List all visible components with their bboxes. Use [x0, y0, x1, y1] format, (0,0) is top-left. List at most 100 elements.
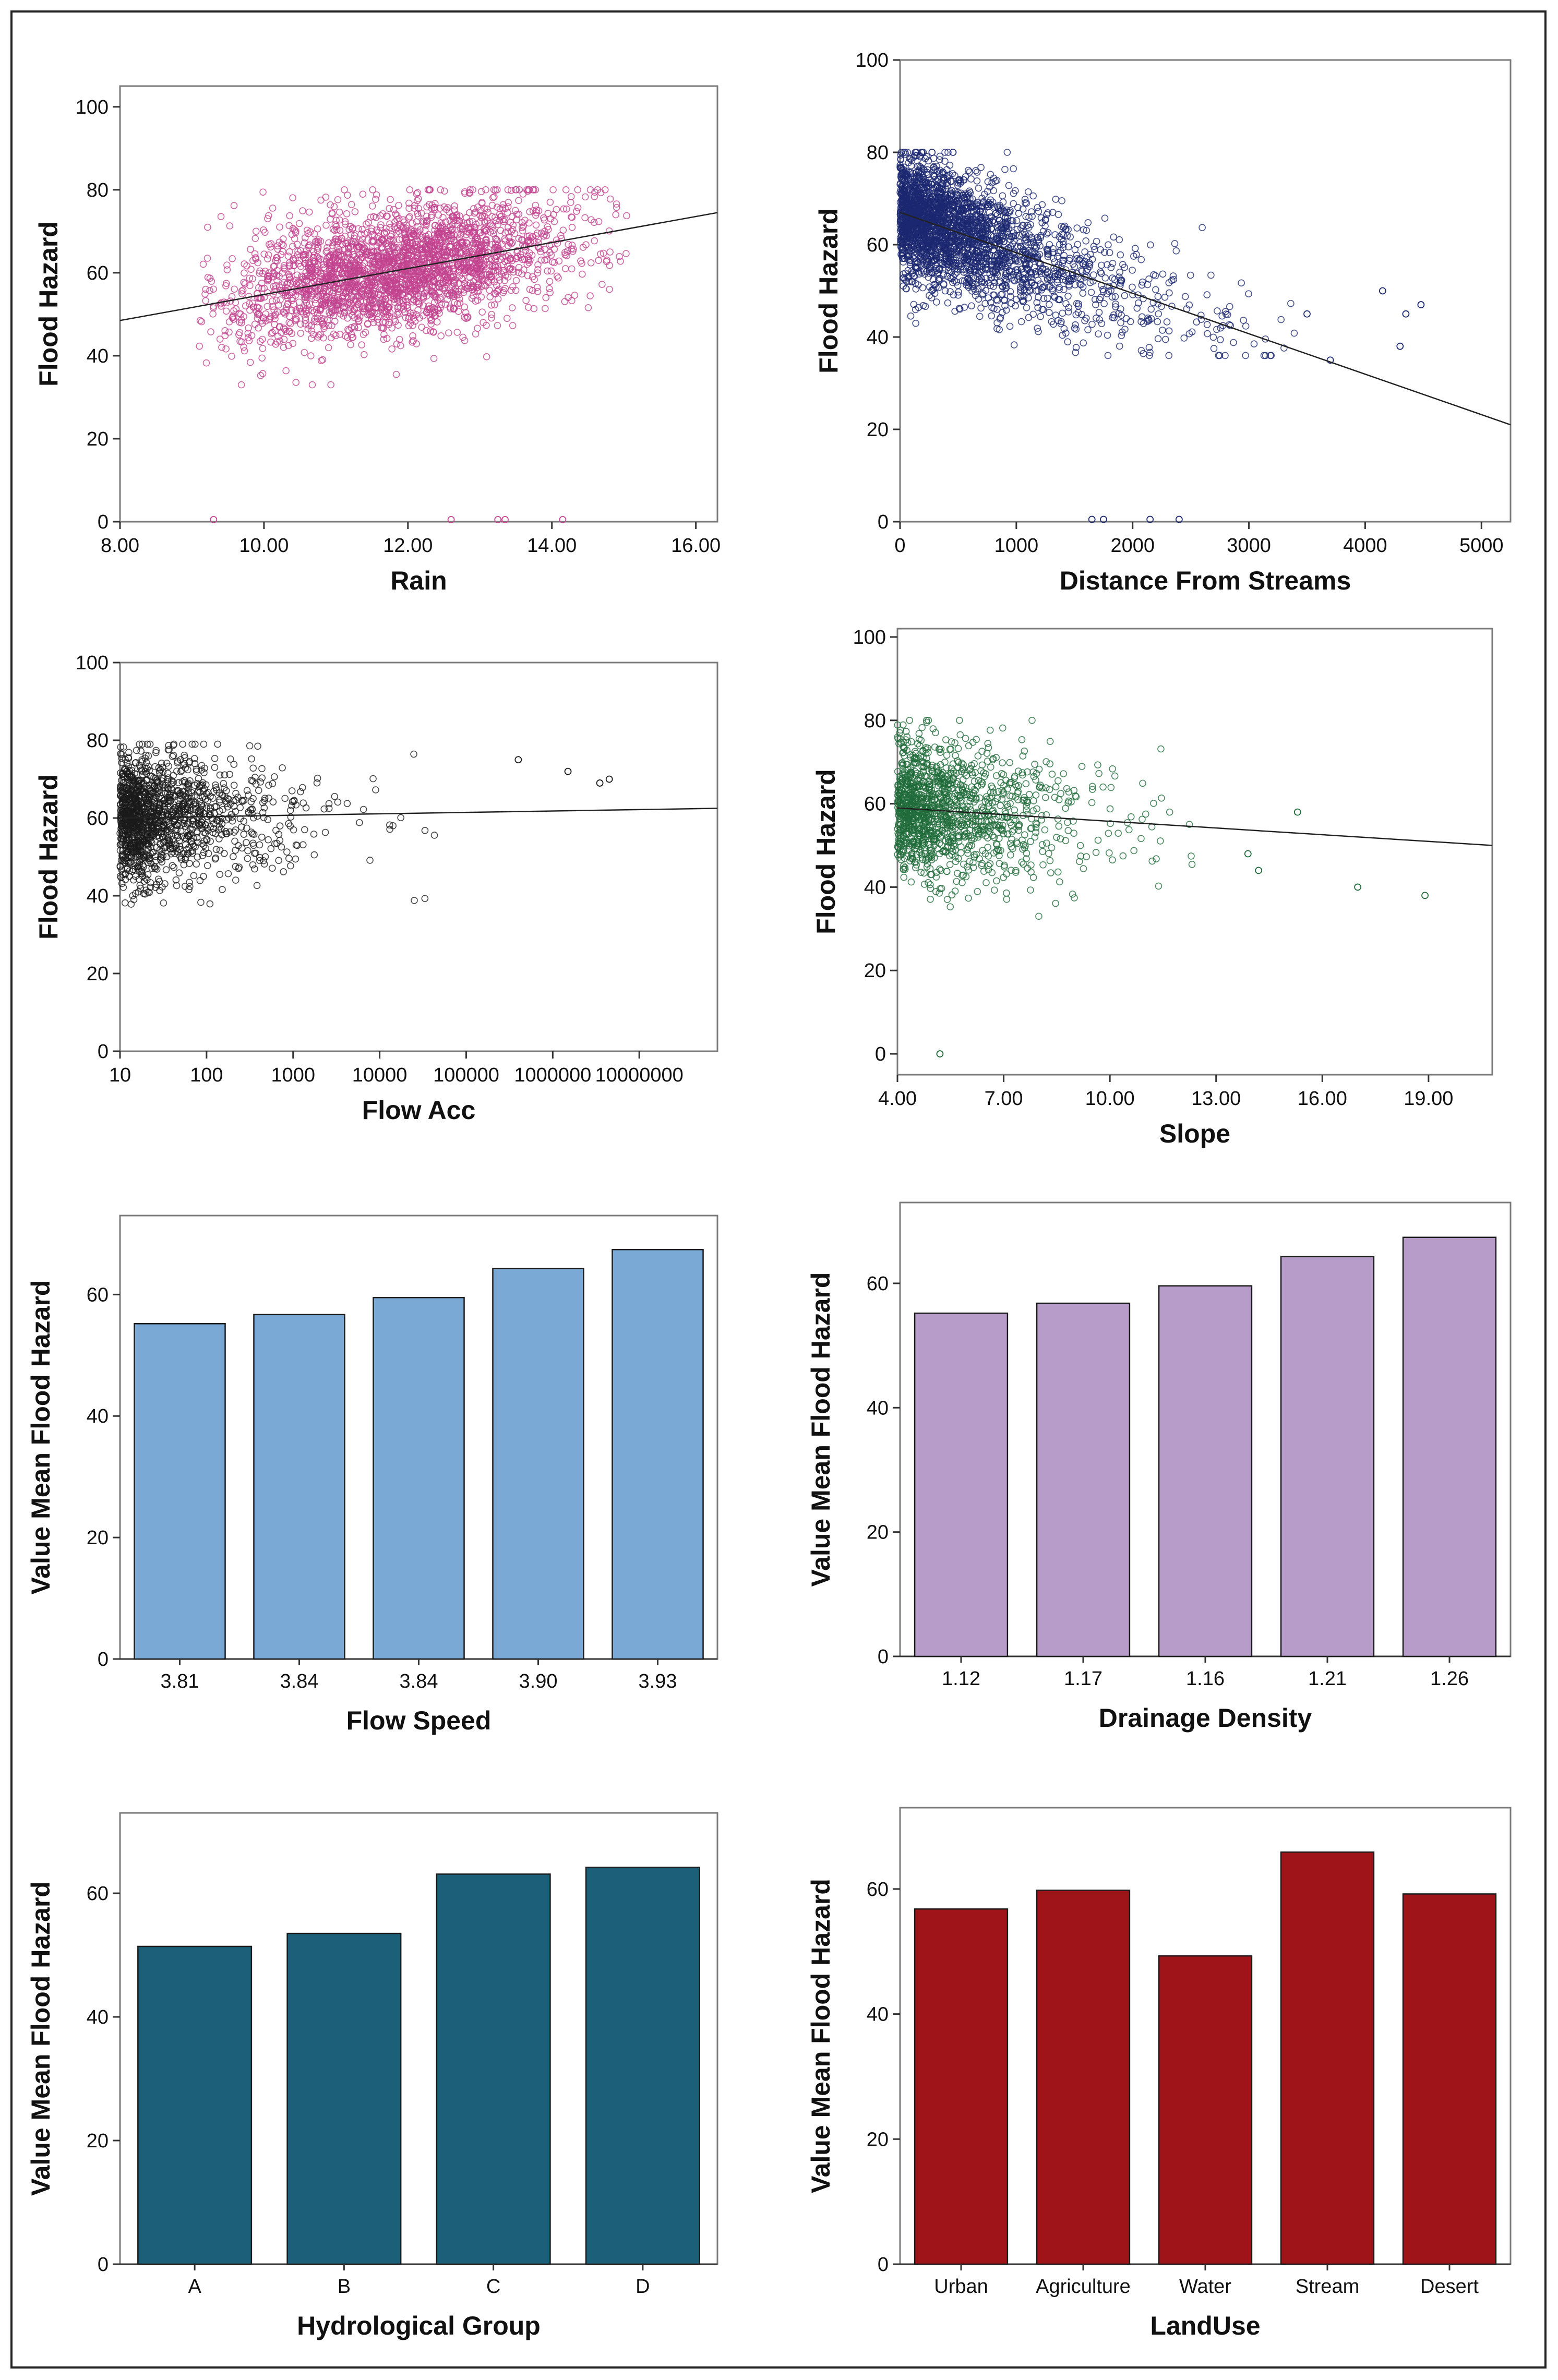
y-tick-label: 60 [867, 234, 889, 256]
scatter-point [322, 221, 330, 229]
scatter-point [544, 267, 551, 275]
scatter-point [490, 301, 498, 309]
scatter-point [342, 240, 350, 248]
scatter-point [403, 272, 410, 279]
scatter-point [1052, 311, 1060, 319]
scatter-point [328, 307, 335, 315]
scatter-point [408, 245, 415, 253]
scatter-point [420, 280, 428, 287]
scatter-point [978, 278, 985, 286]
scatter-point [386, 309, 394, 316]
scatter-point [982, 230, 989, 237]
scatter-point [474, 203, 482, 211]
scatter-point [1280, 344, 1288, 352]
scatter-point [424, 288, 432, 296]
scatter-point [969, 203, 977, 211]
scatter-point [471, 255, 478, 262]
scatter-point [373, 300, 380, 308]
scatter-point [299, 254, 307, 261]
scatter-point [518, 219, 526, 226]
scatter-point [445, 274, 452, 282]
scatter-point [252, 227, 260, 235]
scatter-point [1107, 264, 1115, 271]
scatter-point [1230, 339, 1237, 346]
scatter-point [417, 209, 425, 217]
scatter-point [306, 261, 313, 269]
scatter-point [269, 205, 277, 212]
scatter-point [487, 272, 495, 280]
scatter-point [345, 289, 353, 296]
scatter-point [249, 299, 256, 307]
scatter-point [393, 296, 401, 304]
scatter-point [1112, 300, 1120, 308]
scatter-point [410, 309, 417, 317]
scatter-point [1129, 267, 1136, 274]
scatter-point [456, 266, 463, 273]
scatter-point [949, 170, 956, 177]
scatter-point [280, 262, 288, 269]
scatter-point [370, 213, 377, 221]
scatter-point [308, 274, 316, 281]
scatter-point [469, 282, 476, 289]
scatter-point [940, 176, 948, 184]
scatter-point [1154, 293, 1162, 300]
scatter-point [581, 193, 589, 201]
scatter-point [529, 273, 536, 281]
scatter-point [477, 242, 485, 249]
scatter-point [333, 226, 341, 234]
scatter-point [295, 220, 303, 227]
scatter-point [334, 275, 342, 283]
scatter-point [327, 296, 334, 304]
scatter-point [1140, 320, 1147, 327]
scatter-point [1024, 188, 1032, 196]
scatter-point [418, 323, 426, 331]
scatter-point [923, 153, 931, 160]
scatter-point [368, 312, 376, 320]
scatter-point [547, 251, 555, 259]
scatter-point [353, 275, 361, 283]
scatter-point [388, 324, 396, 332]
scatter-point [977, 164, 985, 171]
scatter-point [932, 255, 940, 262]
scatter-point [964, 166, 972, 174]
scatter-point [292, 229, 299, 236]
scatter-point [594, 186, 602, 194]
scatter-point [1019, 221, 1026, 229]
scatter-point [950, 256, 958, 263]
scatter-point [465, 263, 473, 271]
scatter-point [347, 341, 354, 348]
scatter-point [1065, 243, 1072, 250]
scatter-point [252, 255, 260, 263]
scatter-point [333, 279, 341, 287]
scatter-point [1017, 251, 1025, 259]
scatter-point [368, 296, 376, 304]
scatter-point [492, 263, 500, 271]
scatter-point [469, 218, 476, 225]
scatter-point [388, 231, 396, 238]
scatter-point [1074, 309, 1082, 316]
scatter-point [944, 149, 952, 156]
scatter-point [216, 335, 224, 343]
scatter-point [265, 251, 272, 259]
scatter-point [380, 335, 388, 343]
scatter-point [613, 200, 620, 208]
scatter-point [612, 211, 619, 219]
scatter-point [477, 293, 485, 301]
scatter-point [367, 308, 375, 316]
scatter-point [907, 169, 915, 176]
scatter-point [903, 285, 910, 293]
scatter-point [232, 305, 240, 313]
scatter-point [1060, 286, 1068, 293]
scatter-point [325, 344, 332, 352]
scatter-point [241, 347, 248, 355]
scatter-point [449, 212, 456, 220]
scatter-point [553, 206, 560, 213]
scatter-point [421, 290, 428, 297]
scatter-point [1030, 263, 1038, 271]
scatter-point [966, 189, 974, 197]
scatter-point [387, 196, 394, 203]
scatter-point [1080, 339, 1087, 347]
scatter-point [509, 221, 517, 229]
scatter-point [916, 184, 924, 191]
scatter-point [949, 279, 956, 286]
